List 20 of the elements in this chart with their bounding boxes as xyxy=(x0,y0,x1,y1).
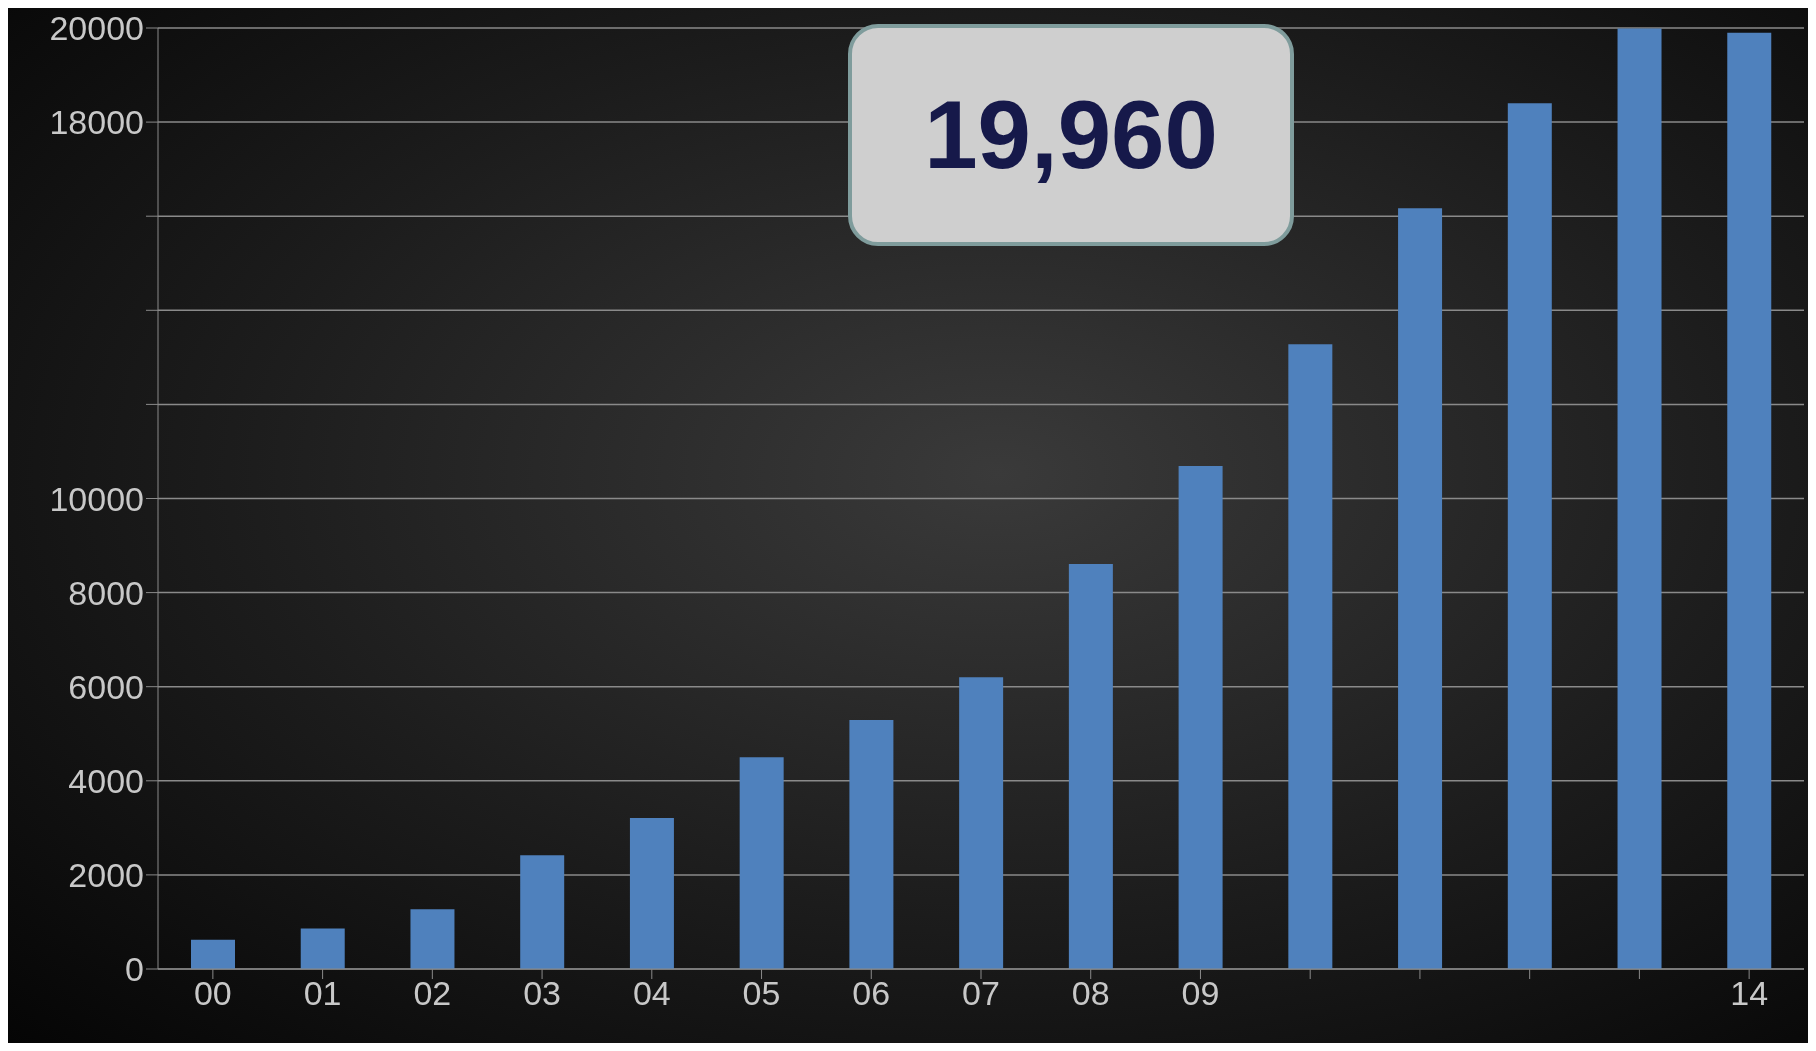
x-tick-label: 05 xyxy=(742,974,781,1013)
y-tick-label: 20000 xyxy=(49,9,144,48)
annotation: 19,960 xyxy=(924,80,1218,190)
y-tick-label: 18000 xyxy=(49,103,144,142)
y-tick-label: 8000 xyxy=(68,573,144,612)
x-tick-label: 04 xyxy=(632,974,671,1013)
x-tick-label: 08 xyxy=(1071,974,1110,1013)
x-tick-label: 14 xyxy=(1730,974,1769,1013)
x-tick-label: 06 xyxy=(852,974,891,1013)
y-tick-label: 10000 xyxy=(49,479,144,518)
y-tick-label: 4000 xyxy=(68,761,144,800)
y-tick-label: 2000 xyxy=(68,855,144,894)
x-tick-label: 03 xyxy=(523,974,561,1013)
x-tick-label: 07 xyxy=(962,974,1000,1013)
x-tick-label: 09 xyxy=(1181,974,1220,1013)
y-tick-label: 6000 xyxy=(68,667,144,706)
y-tick-label: 0 xyxy=(125,950,144,989)
x-tick-label: 02 xyxy=(413,974,452,1013)
x-tick-label: 00 xyxy=(193,974,232,1013)
x-tick-label: 01 xyxy=(303,974,342,1013)
